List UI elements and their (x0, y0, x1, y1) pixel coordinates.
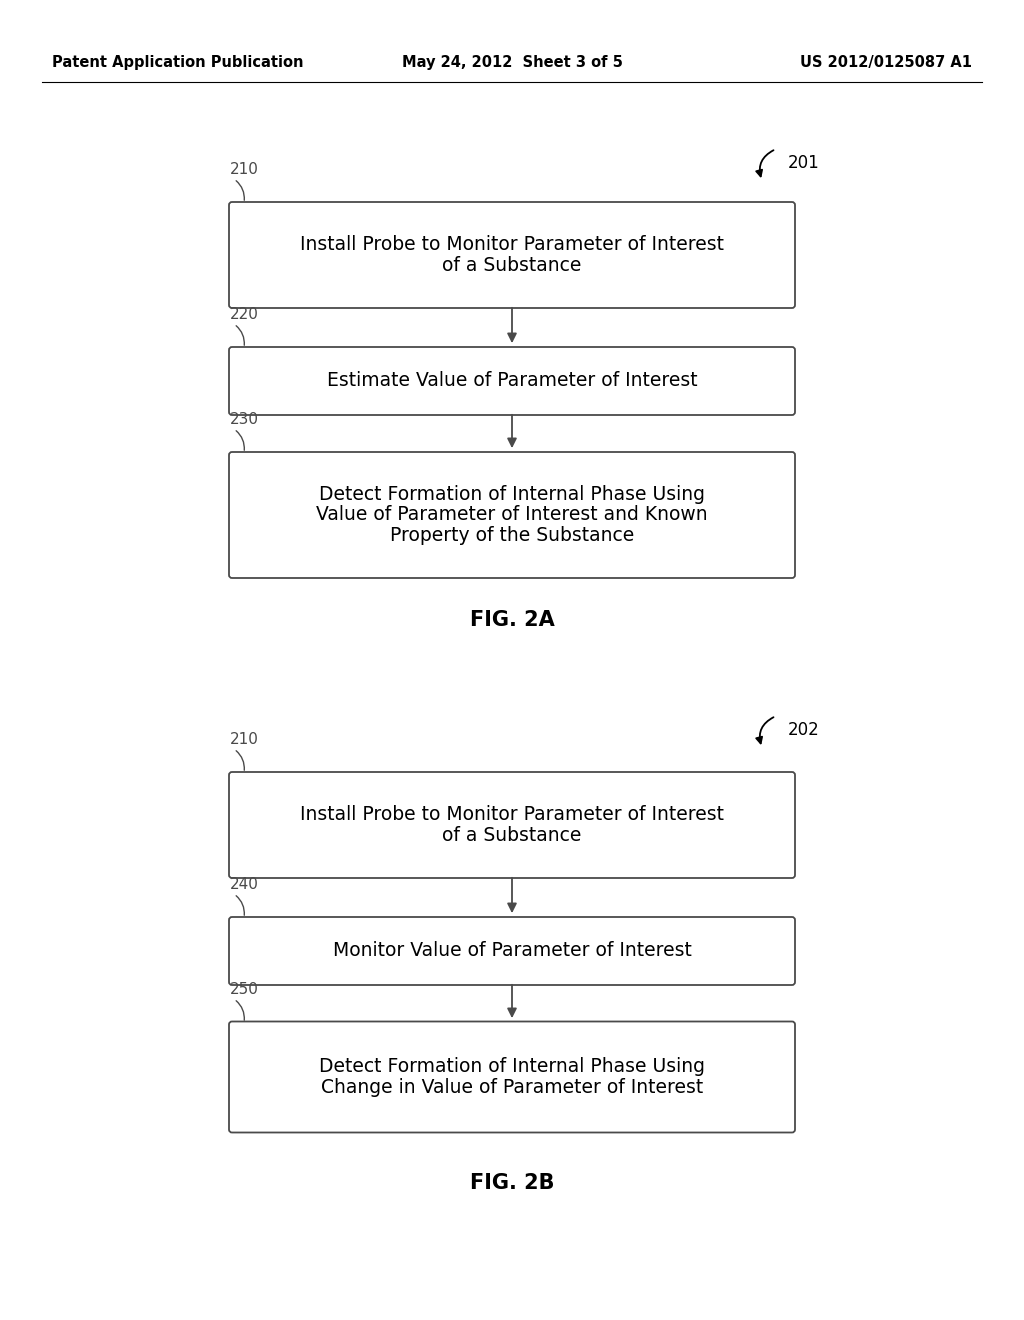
Text: US 2012/0125087 A1: US 2012/0125087 A1 (800, 54, 972, 70)
Text: Install Probe to Monitor Parameter of Interest: Install Probe to Monitor Parameter of In… (300, 235, 724, 253)
Text: of a Substance: of a Substance (442, 826, 582, 845)
FancyBboxPatch shape (229, 772, 795, 878)
Text: 250: 250 (230, 982, 259, 997)
Text: 230: 230 (230, 412, 259, 426)
Text: 202: 202 (788, 721, 820, 739)
Text: of a Substance: of a Substance (442, 256, 582, 275)
FancyBboxPatch shape (229, 347, 795, 414)
Text: 210: 210 (230, 733, 259, 747)
Text: 210: 210 (230, 162, 259, 177)
Text: 201: 201 (788, 154, 820, 172)
FancyBboxPatch shape (229, 1022, 795, 1133)
Text: Property of the Substance: Property of the Substance (390, 527, 634, 545)
Text: 220: 220 (230, 308, 259, 322)
FancyBboxPatch shape (229, 202, 795, 308)
FancyBboxPatch shape (229, 917, 795, 985)
Text: Install Probe to Monitor Parameter of Interest: Install Probe to Monitor Parameter of In… (300, 805, 724, 824)
Text: 240: 240 (230, 876, 259, 892)
Text: FIG. 2A: FIG. 2A (470, 610, 554, 630)
Text: FIG. 2B: FIG. 2B (470, 1173, 554, 1193)
Text: Estimate Value of Parameter of Interest: Estimate Value of Parameter of Interest (327, 371, 697, 391)
Text: Patent Application Publication: Patent Application Publication (52, 54, 303, 70)
Text: May 24, 2012  Sheet 3 of 5: May 24, 2012 Sheet 3 of 5 (401, 54, 623, 70)
Text: Value of Parameter of Interest and Known: Value of Parameter of Interest and Known (316, 506, 708, 524)
Text: Detect Formation of Internal Phase Using: Detect Formation of Internal Phase Using (319, 1057, 705, 1076)
FancyBboxPatch shape (229, 451, 795, 578)
Text: Detect Formation of Internal Phase Using: Detect Formation of Internal Phase Using (319, 484, 705, 503)
Text: Change in Value of Parameter of Interest: Change in Value of Parameter of Interest (321, 1078, 703, 1097)
Text: Monitor Value of Parameter of Interest: Monitor Value of Parameter of Interest (333, 941, 691, 961)
